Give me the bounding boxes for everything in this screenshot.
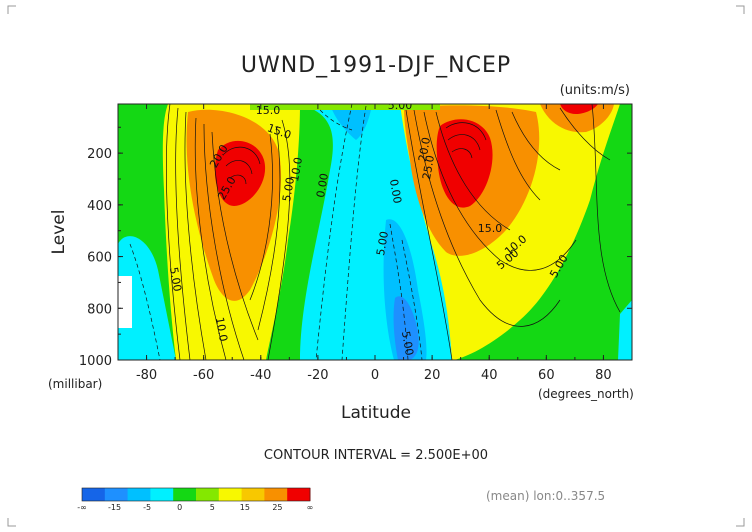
x-axis-units: (degrees_north) xyxy=(538,387,634,401)
contour-line-20 xyxy=(511,111,561,171)
contour-line-dashed-2 xyxy=(389,223,409,360)
x-tick-label: 60 xyxy=(538,368,555,383)
contour-line-dashed-5 xyxy=(129,243,161,360)
colorbar-swatch xyxy=(173,488,197,501)
colorbar-swatch xyxy=(287,488,311,501)
colorbar-label: -15 xyxy=(108,503,121,512)
contour-line-dashed-3 xyxy=(401,239,423,360)
y-axis-label: Level xyxy=(49,210,69,255)
contour-band-red-north xyxy=(436,119,493,208)
contour-line-12 xyxy=(405,109,453,360)
y-axis: 200 400 600 800 1000 xyxy=(79,126,632,369)
colorbar-label: -∞ xyxy=(77,503,87,512)
colorbar-swatch xyxy=(150,488,174,501)
x-axis-label: Latitude xyxy=(341,403,411,423)
contour-band-white-patch xyxy=(118,276,132,328)
contour-band-cyan-center xyxy=(330,104,372,140)
x-tick-label: 80 xyxy=(595,368,612,383)
contour-line-16 xyxy=(445,122,487,141)
contour-label: 0.00 xyxy=(314,172,331,198)
contour-line-15 xyxy=(435,111,511,231)
chart-title: UWND_1991-DJF_NCEP xyxy=(241,53,511,78)
contour-line-5 xyxy=(211,131,259,341)
contour-line-dashed-0 xyxy=(315,104,353,360)
colorbar-label: ∞ xyxy=(307,503,314,512)
contour-line-13 xyxy=(413,109,561,327)
contour-line-3 xyxy=(194,117,227,360)
colorbar-swatch xyxy=(218,488,243,501)
contour-label: 25.0 xyxy=(420,154,437,180)
contour-label: 5.00 xyxy=(388,99,413,112)
x-tick-label: 0 xyxy=(371,368,379,383)
colorbar-swatch xyxy=(82,488,106,501)
contour-line-0 xyxy=(166,104,181,360)
contour-line-17 xyxy=(447,134,481,151)
contour-label: 15.0 xyxy=(478,222,503,235)
contour-band-light-cyan-right xyxy=(618,300,632,360)
contour-line-7 xyxy=(257,125,281,331)
contour-label: 15.0 xyxy=(256,104,281,117)
contour-label: 5.00 xyxy=(374,230,391,256)
contour-line-4 xyxy=(203,123,245,360)
y-tick-label: 800 xyxy=(87,302,112,317)
colorbar-label: -5 xyxy=(143,503,151,512)
contour-band-orange-top-right xyxy=(540,104,614,133)
contour-band-red-south xyxy=(214,140,266,206)
colorbar-frame xyxy=(81,487,311,502)
contour-label: 5.00 xyxy=(167,266,184,292)
x-axis: -80 -60 -40 -20 0 20 40 60 80 xyxy=(117,104,633,383)
colorbar-swatch xyxy=(127,488,151,501)
colorbar-swatch xyxy=(264,488,288,501)
x-tick-label: 20 xyxy=(424,368,441,383)
contour-line-1 xyxy=(175,107,191,360)
contour-label: 5.00 xyxy=(399,330,416,356)
corner-marks xyxy=(7,5,745,527)
contour-label: 20.0 xyxy=(416,136,433,162)
colorbar-label: 15 xyxy=(240,503,250,512)
x-tick-label: 40 xyxy=(481,368,498,383)
contour-line-19 xyxy=(495,109,541,201)
contour-line-11 xyxy=(229,174,247,185)
colorbar: -∞ -15 -5 0 5 15 25 ∞ xyxy=(77,487,314,512)
contour-band-red-top-right xyxy=(560,104,598,114)
contour-line-22 xyxy=(591,104,621,313)
contour-line-9 xyxy=(223,146,261,165)
contour-interval-label: CONTOUR INTERVAL = 2.500E+00 xyxy=(264,448,488,463)
colorbar-swatch xyxy=(104,488,129,501)
contour-label: 10.0 xyxy=(213,316,230,342)
contour-line-10 xyxy=(225,160,253,175)
colorbar-label: 25 xyxy=(272,503,282,512)
x-tick-label: -20 xyxy=(307,368,328,383)
contour-line-21 xyxy=(559,107,611,161)
y-tick-label: 200 xyxy=(87,147,112,162)
contour-line-2 xyxy=(184,111,207,360)
contour-band-light-cyan-left xyxy=(118,236,176,360)
colorbar-label: 5 xyxy=(210,503,215,512)
contour-line-14 xyxy=(423,111,577,271)
contour-line-dashed-4 xyxy=(319,109,353,131)
contour-label: 10.0 xyxy=(288,156,305,182)
colorbar-swatch xyxy=(196,488,220,501)
colorbar-label: 0 xyxy=(177,503,182,512)
contour-band-top-strip xyxy=(250,104,440,110)
x-tick-label: -80 xyxy=(136,368,157,383)
contour-line-18 xyxy=(451,148,473,159)
y-tick-label: 600 xyxy=(87,251,112,266)
contour-band-dark-cyan xyxy=(393,296,419,360)
y-tick-label: 1000 xyxy=(79,354,112,369)
contour-line-6 xyxy=(267,119,291,360)
subtitle-mean: (mean) lon:0..357.5 xyxy=(486,489,605,503)
contour-label: 5.00 xyxy=(280,176,297,202)
y-axis-units: (millibar) xyxy=(48,377,102,391)
contour-line-8 xyxy=(249,133,273,301)
x-tick-label: -60 xyxy=(193,368,214,383)
colorbar-swatch xyxy=(241,488,265,501)
x-tick-label: -40 xyxy=(250,368,271,383)
contour-label: 0.00 xyxy=(387,178,404,204)
units-label: (units:m/s) xyxy=(560,83,630,98)
y-tick-label: 400 xyxy=(87,199,112,214)
